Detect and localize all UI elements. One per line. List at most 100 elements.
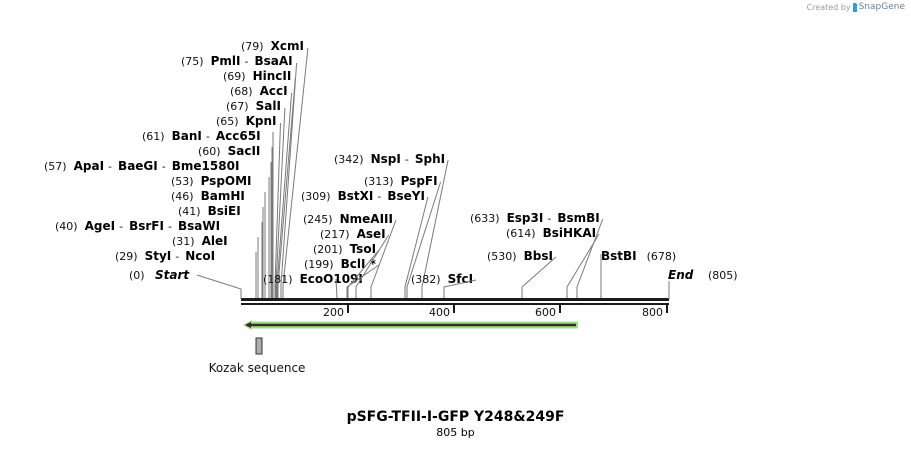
enzyme-name: KpnI	[246, 114, 277, 128]
map-length: 805 bp	[436, 426, 475, 439]
enzyme-name: PmlI	[211, 54, 241, 68]
site-position: (41)	[178, 205, 201, 218]
enzyme-name: BaeGI	[118, 159, 158, 173]
site-connector	[335, 278, 338, 299]
tick-label: 400	[429, 306, 450, 319]
restriction-site[interactable]: (46) BamHI	[171, 189, 266, 298]
end-terminus: (805) End	[668, 268, 738, 299]
enzyme-name: AgeI	[85, 219, 115, 233]
enzyme-name: Bme1580I	[172, 159, 240, 173]
restriction-site[interactable]: (309) BstXI - BseYI	[301, 189, 429, 298]
enzyme-name: SacII	[228, 144, 261, 158]
enzyme-name: BclI *	[341, 257, 377, 271]
restriction-site[interactable]: (61) BanI - Acc65I	[142, 129, 274, 298]
enzyme-name: BsaWI	[178, 219, 220, 233]
kozak-feature[interactable]: Kozak sequence	[209, 337, 306, 375]
enzyme-name: StyI	[145, 249, 172, 263]
orf-arrow[interactable]	[243, 320, 578, 330]
site-position: (61)	[142, 130, 165, 143]
terminus-position: (0)	[129, 269, 145, 282]
restriction-site[interactable]: (217) AseI	[320, 227, 390, 298]
restriction-site[interactable]: (382) SfcI	[411, 272, 477, 298]
enzyme-name: BsiEI	[208, 204, 241, 218]
restriction-site[interactable]: (53) PspOMI	[171, 174, 270, 298]
site-connector	[277, 77, 296, 298]
site-position: (75)	[181, 55, 204, 68]
dna-backbone	[241, 298, 669, 305]
enzyme-name: NmeAIII	[340, 212, 393, 226]
restriction-site[interactable]: (614) BsiHKAI	[506, 226, 600, 298]
site-connector	[576, 218, 604, 298]
enzyme-name: BbsI	[524, 249, 553, 263]
restriction-site[interactable]: (201) TsoI	[313, 242, 380, 298]
name-separator: -	[175, 250, 179, 263]
enzyme-name: AleI	[202, 234, 228, 248]
restriction-site[interactable]: (181) EcoO109I	[263, 272, 363, 299]
site-position: (313)	[364, 175, 394, 188]
site-connector	[275, 107, 286, 298]
enzyme-name: HincII	[253, 69, 292, 83]
site-position: (382)	[411, 273, 441, 286]
enzyme-name: SphI	[415, 152, 445, 166]
restriction-site[interactable]: (60) SacII	[198, 144, 273, 298]
site-position: (633)	[470, 212, 500, 225]
site-connector	[355, 234, 390, 298]
terminus-name: End	[668, 268, 694, 282]
restriction-site[interactable]: (68) AccI	[230, 84, 293, 298]
restriction-site[interactable]: (313) PspFI	[364, 174, 442, 298]
map-title: pSFG-TFII-I-GFP Y248&249F	[346, 409, 565, 425]
restriction-site[interactable]: (67) SalI	[226, 99, 286, 298]
restriction-site[interactable]: (199) BclI *	[304, 257, 380, 298]
kozak-box	[255, 337, 263, 355]
tick-mark	[559, 305, 561, 313]
site-connector	[421, 159, 449, 298]
name-separator: -	[206, 130, 210, 143]
restriction-site[interactable]: (342) NspI - SphI	[334, 152, 449, 298]
snapgene-watermark: Created by SnapGene	[807, 2, 905, 12]
sequence-termini: (0) Start (805) End	[129, 268, 738, 299]
site-connector	[274, 122, 281, 298]
enzyme-name: BstBI	[601, 249, 637, 263]
site-position: (68)	[230, 85, 253, 98]
restriction-site[interactable]: (530) BbsI	[487, 249, 557, 298]
restriction-site[interactable]: (69) HincII	[223, 69, 296, 298]
enzyme-name: BanI	[172, 129, 202, 143]
restriction-site[interactable]: (65) KpnI	[216, 114, 281, 298]
name-separator: -	[405, 153, 409, 166]
site-position: (29)	[115, 250, 138, 263]
enzyme-name: AccI	[260, 84, 288, 98]
site-position: (69)	[223, 70, 246, 83]
restriction-site[interactable]: (41) BsiEI	[178, 204, 264, 298]
site-position: (217)	[320, 228, 350, 241]
start-terminus: (0) Start	[129, 268, 242, 299]
terminus-name: Start	[155, 268, 190, 282]
restriction-site[interactable]: (79) XcmI	[241, 39, 309, 298]
watermark-prefix: Created by	[806, 2, 851, 12]
restriction-site[interactable]: BstBI (678)	[600, 249, 676, 298]
site-connector	[276, 92, 293, 298]
tick-label: 200	[323, 306, 344, 319]
enzyme-name: BsmBI	[557, 211, 599, 225]
restriction-site[interactable]: (57) ApaI - BaeGI - Bme1580I	[44, 159, 272, 298]
tick-label: 600	[535, 306, 556, 319]
enzyme-name: BamHI	[201, 189, 245, 203]
enzyme-name: BseYI	[387, 189, 425, 203]
site-position: (31)	[172, 235, 195, 248]
name-separator: -	[168, 220, 172, 233]
site-position: (67)	[226, 100, 249, 113]
restriction-site[interactable]: (245) NmeAIII	[303, 212, 397, 298]
restriction-site[interactable]: (40) AgeI - BsrFI - BsaWI	[55, 219, 263, 298]
enzyme-name: BstXI	[338, 189, 374, 203]
restriction-site[interactable]: (31) AleI	[172, 234, 259, 298]
site-connector	[280, 62, 298, 298]
name-separator: -	[119, 220, 123, 233]
enzyme-name: ApaI	[74, 159, 104, 173]
site-connector	[346, 264, 380, 298]
site-position: (181)	[263, 273, 293, 286]
site-position: (309)	[301, 190, 331, 203]
name-separator: -	[244, 55, 248, 68]
site-connector	[406, 181, 442, 298]
restriction-site[interactable]: (633) Esp3I - BsmBI	[470, 211, 604, 298]
restriction-site[interactable]: (75) PmlI - BsaAI	[181, 54, 298, 298]
restriction-site[interactable]: (29) StyI - NcoI	[115, 249, 257, 298]
